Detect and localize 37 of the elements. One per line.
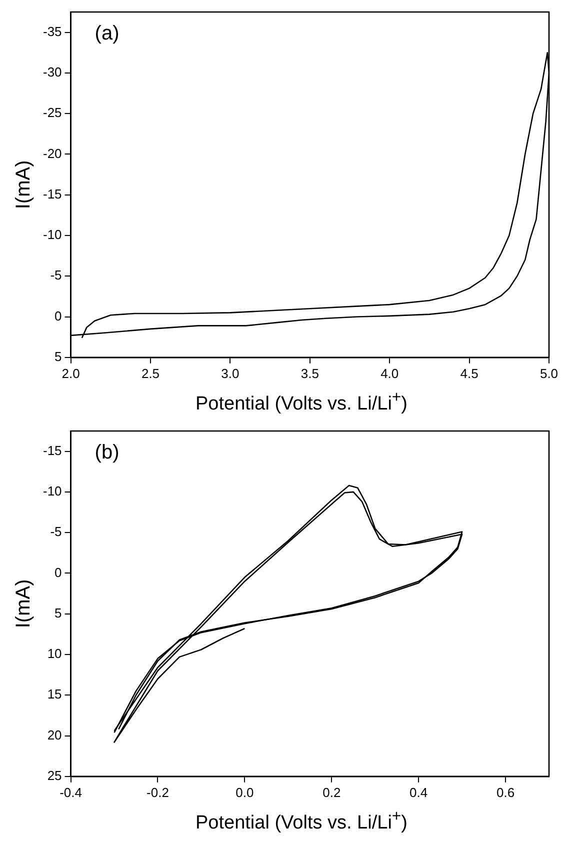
y-tick-label: 10 bbox=[47, 646, 62, 662]
annotation: (b) bbox=[94, 442, 120, 464]
y-tick-label: -25 bbox=[42, 105, 62, 120]
y-tick-label: -35 bbox=[42, 24, 62, 39]
y-tick-label: -15 bbox=[42, 442, 62, 458]
y-tick-label: 5 bbox=[54, 348, 62, 364]
y-tick-label: -5 bbox=[50, 268, 62, 283]
x-tick-label: 5.0 bbox=[540, 366, 558, 381]
x-tick-label: 4.0 bbox=[380, 366, 399, 381]
y-axis-title: I(mA) bbox=[12, 160, 35, 210]
x-axis-title: Potential (Volts vs. Li/Li$^{+}$) bbox=[194, 388, 408, 416]
x-tick-label: -0.2 bbox=[146, 784, 169, 800]
x-tick-label: 2.5 bbox=[141, 366, 160, 381]
x-tick-label: 2.0 bbox=[62, 366, 80, 381]
y-tick-label: 0 bbox=[54, 308, 62, 324]
x-tick-label: -0.4 bbox=[60, 784, 82, 800]
y-tick-label: 15 bbox=[47, 686, 62, 702]
x-axis-title: Potential (Volts vs. Li/Li$^{+}$) bbox=[194, 807, 408, 836]
y-tick-label: 5 bbox=[54, 605, 62, 620]
x-tick-label: 3.5 bbox=[300, 366, 319, 381]
x-tick-label: 0.2 bbox=[322, 784, 341, 800]
y-tick-label: 25 bbox=[47, 768, 62, 783]
y-tick-label: -20 bbox=[42, 146, 62, 161]
y-tick-label: -30 bbox=[42, 64, 62, 80]
y-tick-label: -5 bbox=[50, 524, 62, 540]
x-tick-label: 0.4 bbox=[410, 784, 428, 800]
y-tick-label: -10 bbox=[42, 227, 62, 242]
annotation: (a) bbox=[94, 22, 120, 45]
x-tick-label: 4.5 bbox=[460, 366, 478, 381]
y-tick-label: 20 bbox=[47, 727, 62, 742]
y-tick-label: -15 bbox=[42, 186, 62, 202]
x-tick-label: 3.0 bbox=[221, 366, 240, 381]
y-axis-title: I(mA) bbox=[12, 579, 35, 628]
y-tick-label: 0 bbox=[54, 564, 62, 580]
x-tick-label: 0.0 bbox=[236, 784, 254, 800]
y-tick-label: -10 bbox=[42, 484, 62, 499]
x-tick-label: 0.6 bbox=[496, 784, 515, 800]
